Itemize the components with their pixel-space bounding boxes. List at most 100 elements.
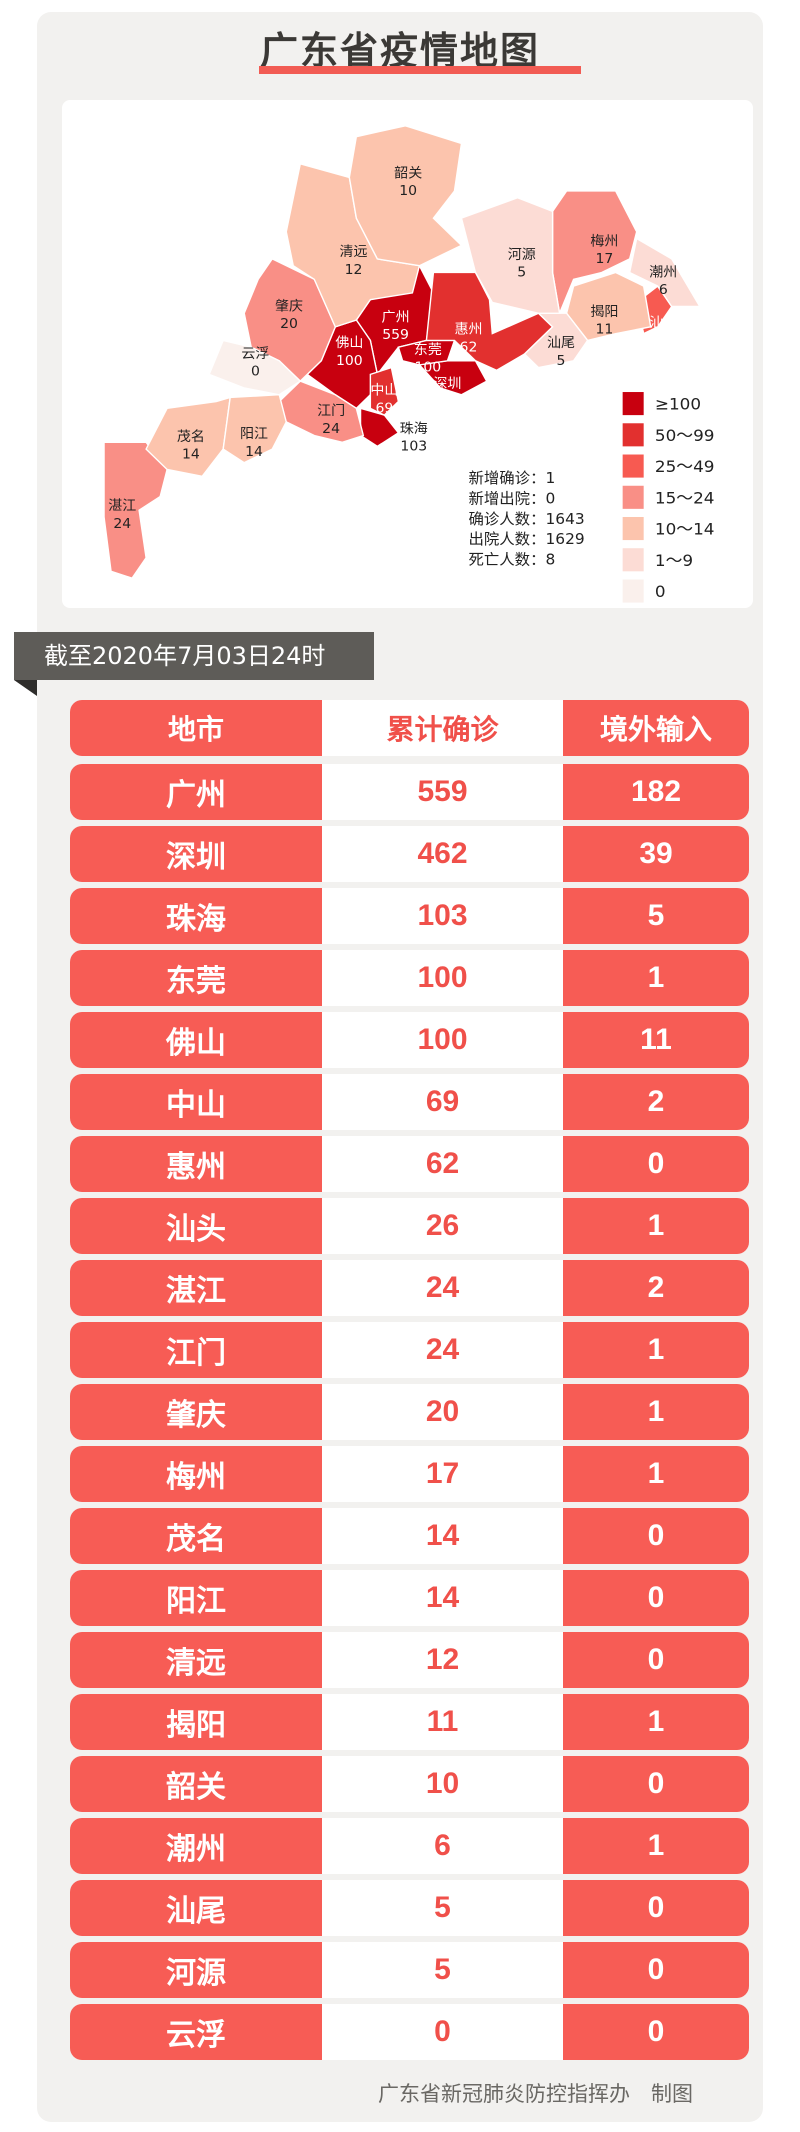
region-label: 河源 [508, 247, 536, 263]
legend-swatch [622, 548, 644, 572]
table-row: 广州 559 182 [70, 764, 749, 820]
table-row: 清远 12 0 [70, 1632, 749, 1688]
region-汕尾 [523, 312, 589, 369]
region-label: 东莞 [414, 342, 442, 358]
region-label: 云浮 [241, 346, 269, 362]
confirmed-cell: 5 [322, 1942, 563, 1998]
region-label: 广州 [382, 310, 410, 326]
imported-cell: 0 [563, 1880, 749, 1936]
confirmed-cell: 14 [322, 1508, 563, 1564]
legend-swatch [622, 454, 644, 478]
city-cell: 韶关 [70, 1756, 322, 1812]
region-label: 462 [434, 394, 461, 410]
confirmed-cell: 559 [322, 764, 563, 820]
confirmed-cell: 5 [322, 1880, 563, 1936]
region-label: 湛江 [108, 498, 136, 514]
legend-swatch [622, 423, 644, 447]
region-label: 5 [557, 353, 566, 369]
region-label: 100 [414, 360, 441, 376]
confirmed-cell: 6 [322, 1818, 563, 1874]
region-label: 汕尾 [547, 335, 575, 351]
stat-line: 死亡人数：8 [468, 551, 555, 569]
confirmed-cell: 100 [322, 950, 563, 1006]
region-label: 559 [382, 327, 409, 343]
legend-label: 10～14 [655, 520, 715, 539]
region-label: 12 [345, 262, 363, 278]
region-label: 佛山 [335, 335, 363, 351]
table-row: 汕尾 5 0 [70, 1880, 749, 1936]
table-row: 河源 5 0 [70, 1942, 749, 1998]
city-cell: 东莞 [70, 950, 322, 1006]
region-label: 103 [400, 439, 427, 455]
confirmed-cell: 24 [322, 1260, 563, 1316]
legend-swatch [622, 579, 644, 603]
confirmed-cell: 26 [322, 1198, 563, 1254]
city-cell: 阳江 [70, 1570, 322, 1626]
imported-cell: 境外输入 [563, 700, 749, 756]
imported-cell: 1 [563, 1322, 749, 1378]
imported-cell: 1 [563, 1818, 749, 1874]
region-label: 韶关 [394, 166, 422, 182]
imported-cell: 0 [563, 1570, 749, 1626]
city-cell: 广州 [70, 764, 322, 820]
table-header: 地市 累计确诊 境外输入 [70, 700, 749, 756]
region-label: 11 [596, 322, 614, 338]
legend-swatch [622, 485, 644, 509]
imported-cell: 1 [563, 1446, 749, 1502]
confirmed-cell: 69 [322, 1074, 563, 1130]
imported-cell: 39 [563, 826, 749, 882]
confirmed-cell: 462 [322, 826, 563, 882]
confirmed-cell: 24 [322, 1322, 563, 1378]
city-cell: 江门 [70, 1322, 322, 1378]
banner-fold [14, 680, 37, 696]
city-cell: 肇庆 [70, 1384, 322, 1440]
city-cell: 茂名 [70, 1508, 322, 1564]
region-label: 62 [460, 339, 478, 355]
table-row: 中山 69 2 [70, 1074, 749, 1130]
city-cell: 深圳 [70, 826, 322, 882]
region-label: 汕头 [649, 315, 677, 331]
imported-cell: 0 [563, 1756, 749, 1812]
table-row: 江门 24 1 [70, 1322, 749, 1378]
region-label: 清远 [340, 244, 368, 260]
stat-line: 新增出院：0 [468, 490, 555, 508]
region-label: 潮州 [649, 265, 677, 281]
region-label: 中山 [370, 383, 398, 399]
table-row: 茂名 14 0 [70, 1508, 749, 1564]
region-中山 [369, 366, 400, 416]
legend-label: 50～99 [655, 426, 715, 445]
imported-cell: 0 [563, 1136, 749, 1192]
imported-cell: 2 [563, 1074, 749, 1130]
confirmed-cell: 11 [322, 1694, 563, 1750]
city-cell: 云浮 [70, 2004, 322, 2060]
region-label: 肇庆 [275, 299, 303, 315]
region-label: 6 [659, 282, 668, 298]
region-label: 14 [182, 447, 200, 463]
city-cell: 梅州 [70, 1446, 322, 1502]
confirmed-cell: 累计确诊 [322, 700, 563, 756]
city-cell: 惠州 [70, 1136, 322, 1192]
region-label: 26 [654, 333, 672, 349]
confirmed-cell: 10 [322, 1756, 563, 1812]
table-row: 佛山 100 11 [70, 1012, 749, 1068]
imported-cell: 0 [563, 2004, 749, 2060]
region-茂名 [145, 396, 232, 477]
table-row: 云浮 0 0 [70, 2004, 749, 2060]
table-row: 梅州 17 1 [70, 1446, 749, 1502]
footer-credit: 广东省新冠肺炎防控指挥办 制图 [378, 2082, 693, 2106]
legend-label: 0 [655, 582, 666, 601]
region-label: 惠州 [454, 322, 482, 338]
region-label: 10 [399, 183, 417, 199]
confirmed-cell: 17 [322, 1446, 563, 1502]
legend-label: 25～49 [655, 457, 715, 476]
stat-line: 出院人数：1629 [468, 530, 584, 548]
title-underline [259, 66, 581, 74]
region-label: 珠海 [400, 421, 428, 437]
region-label: 20 [280, 316, 298, 332]
date-banner: 截至2020年7月03日24时 [14, 632, 374, 680]
region-河源 [460, 197, 561, 314]
city-cell: 潮州 [70, 1818, 322, 1874]
city-cell: 汕尾 [70, 1880, 322, 1936]
confirmed-cell: 100 [322, 1012, 563, 1068]
imported-cell: 1 [563, 1694, 749, 1750]
